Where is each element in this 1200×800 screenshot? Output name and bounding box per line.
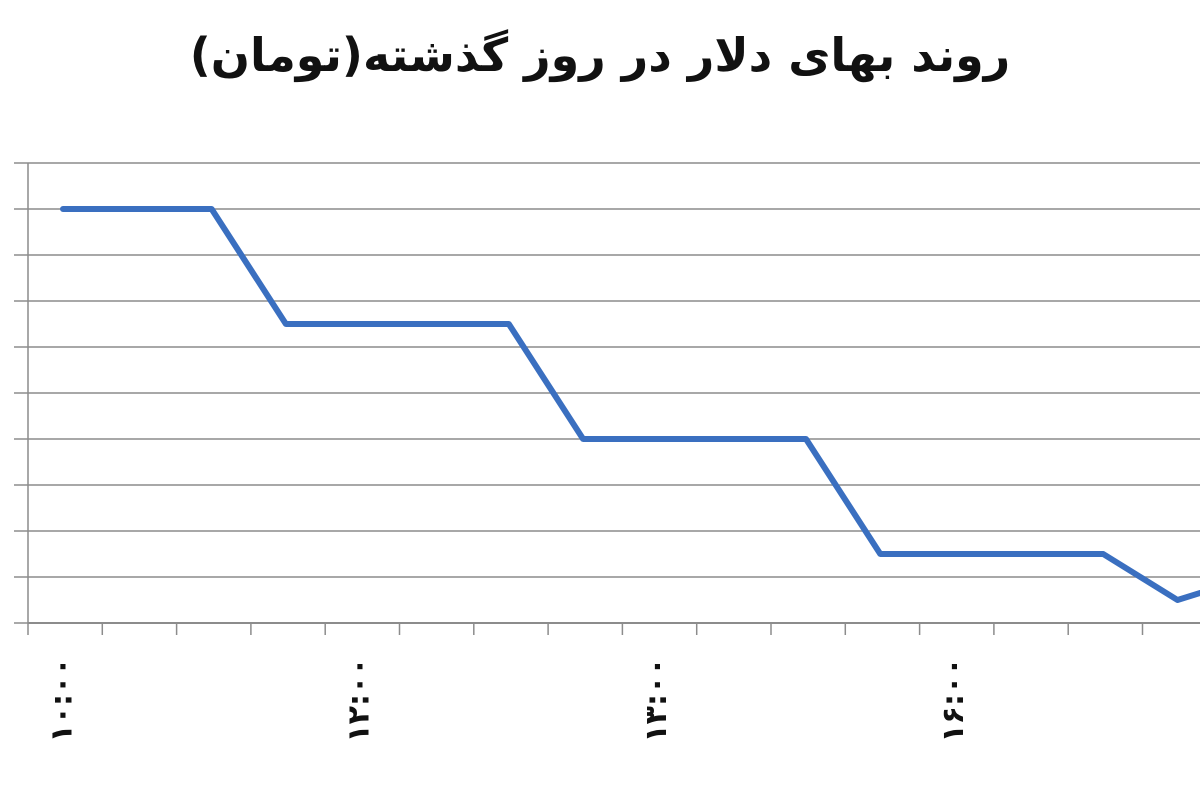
series-line-0 — [60, 206, 1200, 603]
x-tick-labels: ۱۰:۰۰ ۱۲:۰۰ ۱۳:۰۰ ۱۶:۰۰ — [45, 657, 972, 742]
gridlines — [28, 162, 1200, 624]
series-lines — [60, 206, 1200, 603]
x-tick-label-2: ۱۳:۰۰ — [639, 657, 674, 742]
x-tick-label-1: ۱۲:۰۰ — [342, 657, 377, 742]
chart-title: روند بهای دلار در روز گذشته(تومان) — [189, 28, 1011, 82]
x-tick-label-0: ۱۰:۰۰ — [45, 657, 80, 742]
x-tick-label-3: ۱۶:۰۰ — [936, 657, 971, 742]
axes — [14, 162, 1200, 635]
